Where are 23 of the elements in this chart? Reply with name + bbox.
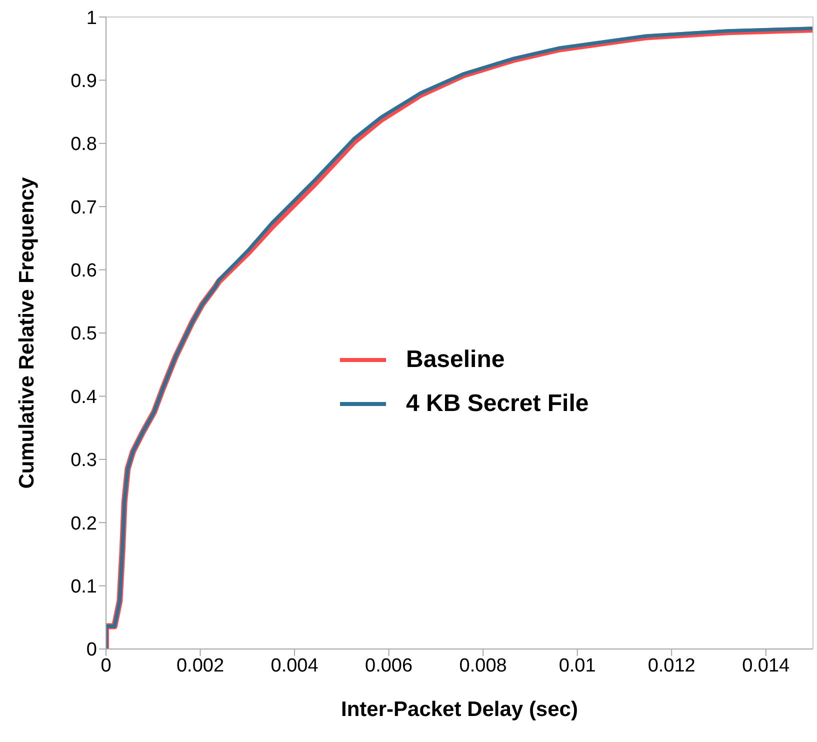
- y-tick-label: 0.5: [70, 324, 97, 345]
- y-tick-label: 0.3: [70, 450, 97, 472]
- x-tick-label: 0.006: [365, 655, 413, 676]
- y-tick-label: 0.1: [70, 576, 97, 598]
- y-axis-title: Cumulative Relative Frequency: [15, 176, 38, 489]
- legend-label: 4 KB Secret File: [406, 390, 589, 418]
- y-tick-label: 0.9: [70, 70, 97, 92]
- x-tick-label: 0.014: [742, 655, 790, 676]
- x-tick-label: 0.002: [176, 655, 224, 676]
- x-tick-label: 0.012: [648, 655, 696, 676]
- y-tick-label: 0.6: [70, 260, 97, 282]
- legend-label: Baseline: [406, 346, 505, 374]
- y-tick-label: 0.7: [70, 197, 97, 218]
- x-tick-label: 0: [100, 655, 112, 676]
- x-tick-label: 0.008: [459, 655, 507, 676]
- y-tick-label: 0.8: [70, 134, 97, 156]
- y-tick-label: 0: [86, 640, 97, 661]
- y-tick-label: 0.2: [70, 513, 97, 534]
- x-axis-title: Inter-Packet Delay (sec): [341, 698, 578, 721]
- y-tick-label: 1: [86, 8, 97, 29]
- x-tick-label: 0.01: [558, 655, 596, 676]
- x-tick-label: 0.004: [270, 655, 319, 676]
- y-tick-label: 0.4: [70, 386, 98, 408]
